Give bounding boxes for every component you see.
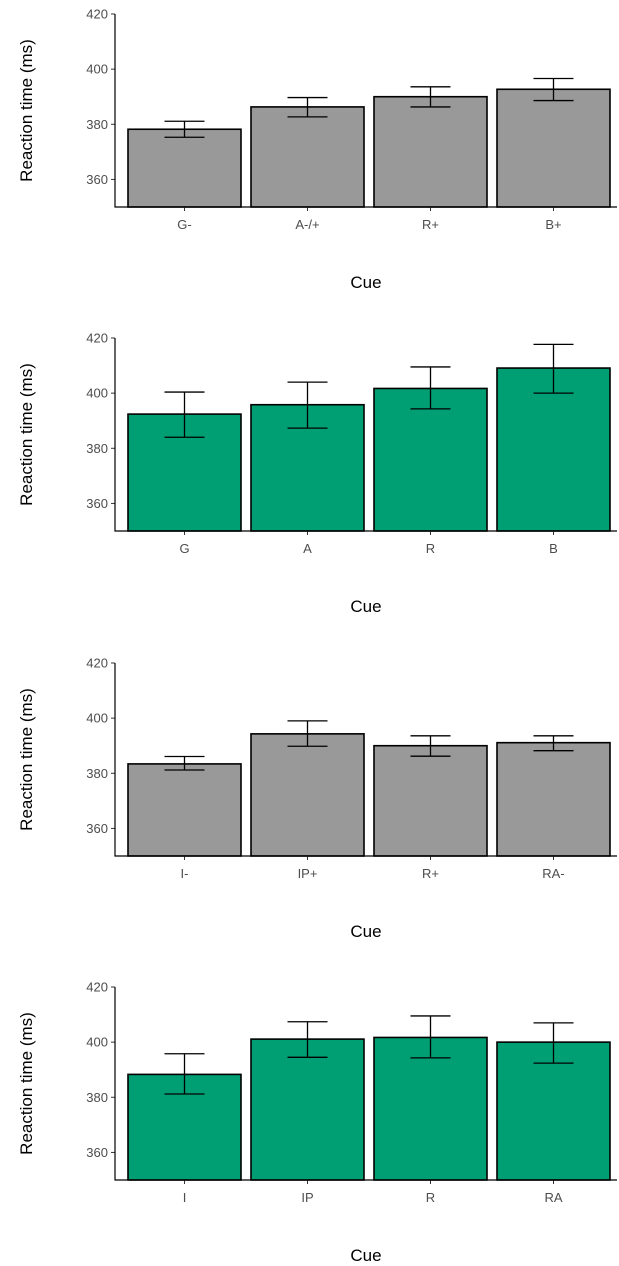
x-tick-label: G- — [177, 217, 191, 232]
x-tick-label: IP+ — [298, 866, 318, 881]
y-tick-label: 420 — [86, 980, 108, 995]
bar — [250, 1038, 365, 1181]
x-axis-title: Cue — [350, 1246, 381, 1265]
y-axis-title: Reaction time (ms) — [17, 1012, 36, 1155]
bar — [373, 95, 488, 208]
y-tick-label: 420 — [86, 656, 108, 671]
x-tick-label: RA — [544, 1190, 562, 1205]
y-tick-label: 400 — [86, 711, 108, 726]
x-tick-label: I- — [181, 866, 189, 881]
y-tick-label: 380 — [86, 766, 108, 781]
x-tick-label: R+ — [422, 217, 439, 232]
bar — [373, 1036, 488, 1181]
y-tick-label: 380 — [86, 1090, 108, 1105]
bar — [250, 733, 365, 857]
x-tick-label: RA- — [542, 866, 564, 881]
x-tick-label: R — [426, 1190, 435, 1205]
x-axis-title: Cue — [350, 922, 381, 941]
x-tick-label: A-/+ — [295, 217, 319, 232]
y-tick-label: 420 — [86, 7, 108, 22]
bar — [373, 387, 488, 532]
y-tick-label: 360 — [86, 1145, 108, 1160]
bar — [373, 744, 488, 857]
x-tick-label: R — [426, 541, 435, 556]
x-tick-label: R+ — [422, 866, 439, 881]
y-tick-label: 400 — [86, 62, 108, 77]
bar — [496, 88, 611, 208]
x-tick-label: B+ — [545, 217, 561, 232]
y-axis-title: Reaction time (ms) — [17, 688, 36, 831]
y-axis-title: Reaction time (ms) — [17, 363, 36, 506]
x-tick-label: A — [303, 541, 312, 556]
bar — [127, 763, 242, 857]
bar — [250, 106, 365, 208]
y-tick-label: 380 — [86, 117, 108, 132]
y-tick-label: 360 — [86, 172, 108, 187]
bar — [127, 128, 242, 208]
y-axis-title: Reaction time (ms) — [17, 39, 36, 182]
x-tick-label: IP — [301, 1190, 313, 1205]
chart-panel-1: 360 380 400 420 G- A-/+ R+ B+ Cue Reaction time (… — [17, 7, 617, 292]
x-tick-label: I — [183, 1190, 187, 1205]
chart-panel-3: 360 380 400 420 I- IP+ R+ RA- Cue Reaction time (… — [17, 656, 617, 941]
x-tick-label: G — [179, 541, 189, 556]
y-tick-label: 400 — [86, 386, 108, 401]
y-tick-label: 360 — [86, 496, 108, 511]
x-tick-label: B — [549, 541, 558, 556]
chart-panel-2: 360 380 400 420 G A R B Cue Reaction time (ms) — [17, 331, 617, 616]
y-tick-label: 420 — [86, 331, 108, 346]
chart-panel-4: 360 380 400 420 I IP R RA Cue Reaction time (ms) — [17, 980, 617, 1265]
x-axis-title: Cue — [350, 597, 381, 616]
bar — [496, 741, 611, 857]
x-axis-title: Cue — [350, 273, 381, 292]
y-tick-label: 400 — [86, 1035, 108, 1050]
y-tick-label: 360 — [86, 821, 108, 836]
y-tick-label: 380 — [86, 441, 108, 456]
